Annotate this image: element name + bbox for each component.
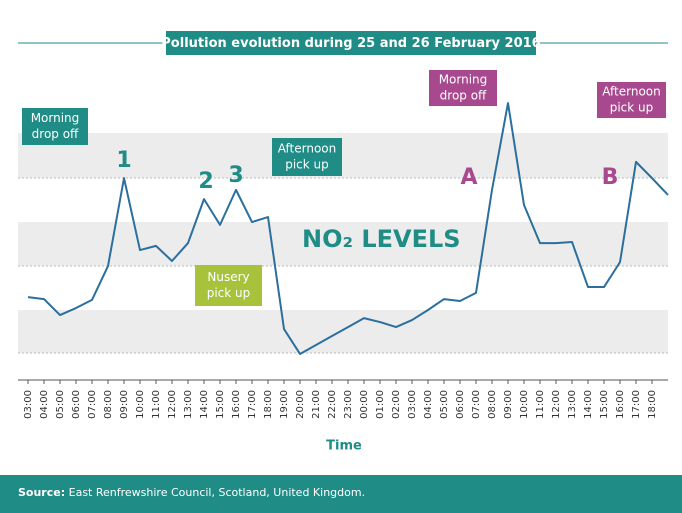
x-tick-label: 09:00 — [503, 390, 514, 419]
x-tick-label: 20:00 — [295, 390, 306, 419]
x-tick-label: 04:00 — [423, 390, 434, 419]
x-tick-label: 14:00 — [583, 390, 594, 419]
x-tick-label: 14:00 — [199, 390, 210, 419]
annotation-text: drop off — [440, 89, 487, 103]
x-tick-label: 10:00 — [135, 390, 146, 419]
annotation-box — [597, 82, 666, 118]
x-tick-label: 07:00 — [471, 390, 482, 419]
x-tick-label: 06:00 — [455, 390, 466, 419]
annotation-text: Morning — [439, 73, 488, 87]
x-tick-label: 03:00 — [23, 390, 34, 419]
band — [18, 133, 668, 178]
x-tick-label: 16:00 — [615, 390, 626, 419]
x-tick-label: 18:00 — [647, 390, 658, 419]
x-tick-label: 06:00 — [71, 390, 82, 419]
annotation-box — [195, 265, 262, 306]
x-tick-label: 11:00 — [535, 390, 546, 419]
source: Source: East Renfrewshire Council, Scotl… — [18, 486, 365, 499]
x-tick-label: 05:00 — [55, 390, 66, 419]
annotation-text: drop off — [32, 127, 79, 141]
annotation-text: Morning — [31, 111, 80, 125]
x-tick-label: 08:00 — [487, 390, 498, 419]
x-tick-label: 09:00 — [119, 390, 130, 419]
annotation-text: Nusery — [207, 270, 249, 284]
source-text: East Renfrewshire Council, Scotland, Uni… — [69, 486, 365, 499]
annotation-box — [272, 138, 342, 176]
x-tick-label: 02:00 — [391, 390, 402, 419]
annotation-box — [429, 70, 497, 106]
annotation-text: pick up — [285, 158, 329, 172]
x-tick-label: 05:00 — [439, 390, 450, 419]
x-tick-label: 10:00 — [519, 390, 530, 419]
x-tick-label: 17:00 — [247, 390, 258, 419]
chart-title: Pollution evolution during 25 and 26 Feb… — [161, 36, 540, 51]
x-tick-label: 17:00 — [631, 390, 642, 419]
annotation-box — [22, 108, 88, 145]
x-tick-label: 18:00 — [263, 390, 274, 419]
x-tick-label: 01:00 — [375, 390, 386, 419]
x-tick-label: 21:00 — [311, 390, 322, 419]
x-tick-label: 19:00 — [279, 390, 290, 419]
x-tick-label: 13:00 — [183, 390, 194, 419]
band — [18, 310, 668, 353]
annotation-text: pick up — [610, 101, 654, 115]
x-tick-label: 16:00 — [231, 390, 242, 419]
x-tick-label: 11:00 — [151, 390, 162, 419]
x-tick-label: 15:00 — [599, 390, 610, 419]
title-box — [166, 31, 536, 55]
x-tick-label: 22:00 — [327, 390, 338, 419]
x-tick-label: 08:00 — [103, 390, 114, 419]
marker-label: A — [460, 165, 477, 190]
marker-label: 1 — [116, 148, 131, 173]
marker-label: 2 — [198, 169, 213, 194]
x-tick-label: 04:00 — [39, 390, 50, 419]
x-axis-title: Time — [326, 439, 362, 454]
x-tick-label: 12:00 — [551, 390, 562, 419]
x-tick-label: 12:00 — [167, 390, 178, 419]
x-tick-label: 23:00 — [343, 390, 354, 419]
marker-label: B — [602, 165, 619, 190]
x-tick-label: 00:00 — [359, 390, 370, 419]
footer — [0, 475, 682, 513]
marker-label: 3 — [228, 163, 243, 188]
line — [27, 102, 669, 355]
annotation-text: Afternoon — [602, 85, 661, 99]
x-tick-label: 15:00 — [215, 390, 226, 419]
series-label: NO₂ LEVELS — [302, 225, 461, 253]
source-label: Source: — [18, 486, 65, 499]
annotation-text: Afternoon — [278, 142, 337, 156]
band — [18, 222, 668, 266]
annotation-text: pick up — [207, 286, 251, 300]
x-tick-label: 03:00 — [407, 390, 418, 419]
bands — [18, 133, 668, 354]
x-tick-label: 07:00 — [87, 390, 98, 419]
x-tick-label: 13:00 — [567, 390, 578, 419]
